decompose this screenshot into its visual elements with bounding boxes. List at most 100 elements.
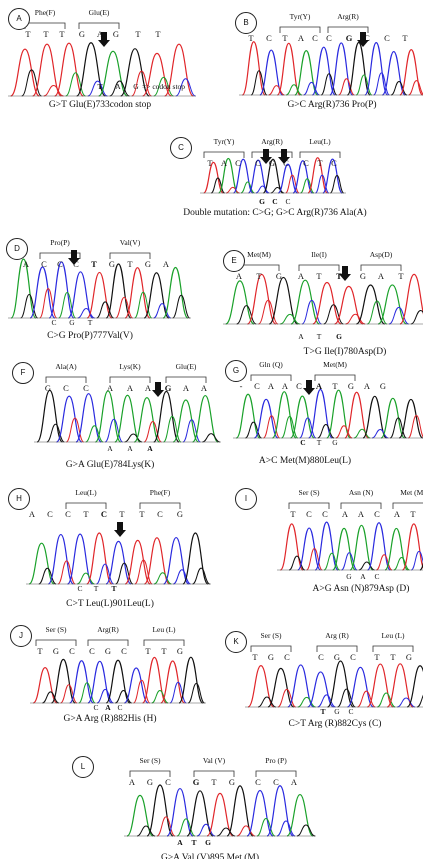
base-letter: A bbox=[96, 29, 104, 39]
trace-peak bbox=[381, 50, 406, 96]
base-letter: T bbox=[155, 29, 161, 39]
base-letter: A bbox=[357, 509, 365, 519]
panel-label: H bbox=[8, 488, 30, 510]
trace-peak bbox=[182, 532, 209, 585]
trace-peak bbox=[206, 792, 234, 837]
codon-bracket bbox=[299, 151, 341, 158]
panel-h: H Leu(L) Phe(F) A C C T C T T C G C T T C>T Leu(L)901Le… bbox=[0, 480, 211, 609]
base-letter: A bbox=[281, 381, 289, 391]
trace-peak bbox=[279, 523, 304, 571]
trace-peak bbox=[146, 784, 174, 837]
trace-peak bbox=[96, 301, 114, 319]
panel-label: D bbox=[6, 238, 28, 260]
trace-peak bbox=[109, 80, 130, 97]
base-letter: A bbox=[267, 381, 275, 391]
trace-peak bbox=[247, 665, 275, 708]
trace-peak bbox=[266, 785, 294, 837]
mutation-caption: G>A Arg (R)882His (H) bbox=[63, 714, 157, 724]
trace-peak bbox=[377, 284, 407, 325]
trace-peak bbox=[346, 666, 374, 708]
mutation-caption: A>G Asn (N)879Asp (D) bbox=[312, 584, 410, 594]
trace-peak bbox=[286, 793, 314, 837]
base-letter: T bbox=[317, 158, 323, 168]
amino-acid-label: Glu(E) bbox=[88, 8, 110, 17]
amino-acid-label: Arg(R) bbox=[261, 137, 283, 146]
codon-bracket bbox=[250, 374, 292, 381]
trace-peak bbox=[153, 572, 172, 585]
base-letter: A bbox=[182, 383, 190, 393]
amino-acid-label: Gln (Q) bbox=[259, 360, 283, 369]
amino-acid-label: Phe(F) bbox=[34, 8, 56, 17]
panel-d: D Pro(P) Val(V) A C C C T G T G A C G T C>G Pro(P)777Va… bbox=[0, 230, 205, 341]
trace-peak bbox=[320, 73, 338, 96]
base-letter: G bbox=[347, 381, 355, 391]
base-letter: T bbox=[410, 509, 416, 519]
base-letter: G bbox=[359, 271, 367, 281]
trace-peak bbox=[390, 80, 408, 96]
panel-g: G Gln (Q) Met(M) - C A A C A T G A G C T G A>C Met(M)880… bbox=[215, 350, 423, 466]
base-letter: T bbox=[127, 259, 133, 269]
base-letter: C bbox=[273, 777, 279, 787]
trace-peak bbox=[153, 390, 180, 443]
amino-acid-label: Met(M) bbox=[247, 250, 271, 259]
codon-bracket bbox=[139, 502, 181, 509]
mutant-base: A bbox=[298, 332, 304, 341]
mutant-base: A bbox=[360, 572, 366, 581]
codon-bracket bbox=[327, 26, 369, 33]
base-letter: C bbox=[283, 158, 289, 168]
base-letter: C bbox=[312, 33, 318, 43]
trace-peak bbox=[134, 291, 153, 319]
mutation-arrow bbox=[68, 250, 80, 265]
amino-acid-label: Arg(R) bbox=[97, 625, 119, 634]
trace-peak bbox=[218, 157, 239, 194]
mutant-base: T bbox=[97, 82, 103, 91]
codon-bracket bbox=[288, 502, 330, 509]
chromatogram bbox=[34, 376, 221, 443]
amino-acid-label: Ile(I) bbox=[311, 250, 327, 259]
trace-peak bbox=[160, 660, 186, 704]
trace-peak bbox=[166, 787, 194, 837]
mutant-base: C bbox=[285, 197, 291, 206]
mutant-base: C bbox=[77, 584, 83, 593]
trace-peak bbox=[38, 567, 57, 585]
base-letter: G bbox=[345, 33, 353, 43]
trace-peak bbox=[67, 271, 94, 319]
trace-peak bbox=[210, 177, 225, 194]
trace-peak bbox=[98, 50, 128, 97]
base-letter: C bbox=[364, 33, 370, 43]
trace-peak bbox=[337, 688, 356, 708]
base-letter: C bbox=[350, 652, 356, 662]
trace-peak bbox=[281, 415, 299, 439]
trace-peak bbox=[408, 80, 423, 96]
trace-peak bbox=[105, 659, 131, 704]
trace-peak bbox=[153, 76, 174, 97]
trace-peak bbox=[143, 272, 170, 319]
base-letter: C bbox=[235, 158, 241, 168]
base-letter: C bbox=[318, 652, 324, 662]
trace-peak bbox=[216, 827, 236, 837]
amino-acid-label: Tyr(Y) bbox=[213, 137, 235, 146]
trace-peak bbox=[114, 394, 141, 443]
base-letter: A bbox=[144, 383, 152, 393]
panel-c: C Tyr(Y) Arg(R) Leu(L) T A C C G C C T C G C C Double mu… bbox=[110, 125, 367, 220]
chromatogram bbox=[277, 502, 423, 571]
trace-peak bbox=[225, 280, 255, 325]
base-letter: C bbox=[255, 158, 261, 168]
trace-peak bbox=[306, 548, 323, 571]
trace-peak bbox=[277, 688, 296, 708]
mutation-arrow bbox=[98, 32, 110, 47]
base-letter: T bbox=[332, 381, 338, 391]
base-letter: A bbox=[341, 509, 349, 519]
trace-peak bbox=[255, 185, 270, 194]
mutant-base: A bbox=[127, 444, 133, 453]
trace-peak bbox=[245, 421, 262, 439]
trace-peak bbox=[326, 660, 355, 708]
base-letter: C bbox=[89, 646, 95, 656]
trace-peak bbox=[294, 49, 319, 96]
base-letter: T bbox=[252, 652, 258, 662]
base-letter: C bbox=[322, 509, 328, 519]
trace-peak bbox=[399, 49, 423, 96]
codon-bracket bbox=[45, 376, 87, 383]
codon-bracket bbox=[372, 645, 414, 652]
base-letter: T bbox=[139, 509, 145, 519]
